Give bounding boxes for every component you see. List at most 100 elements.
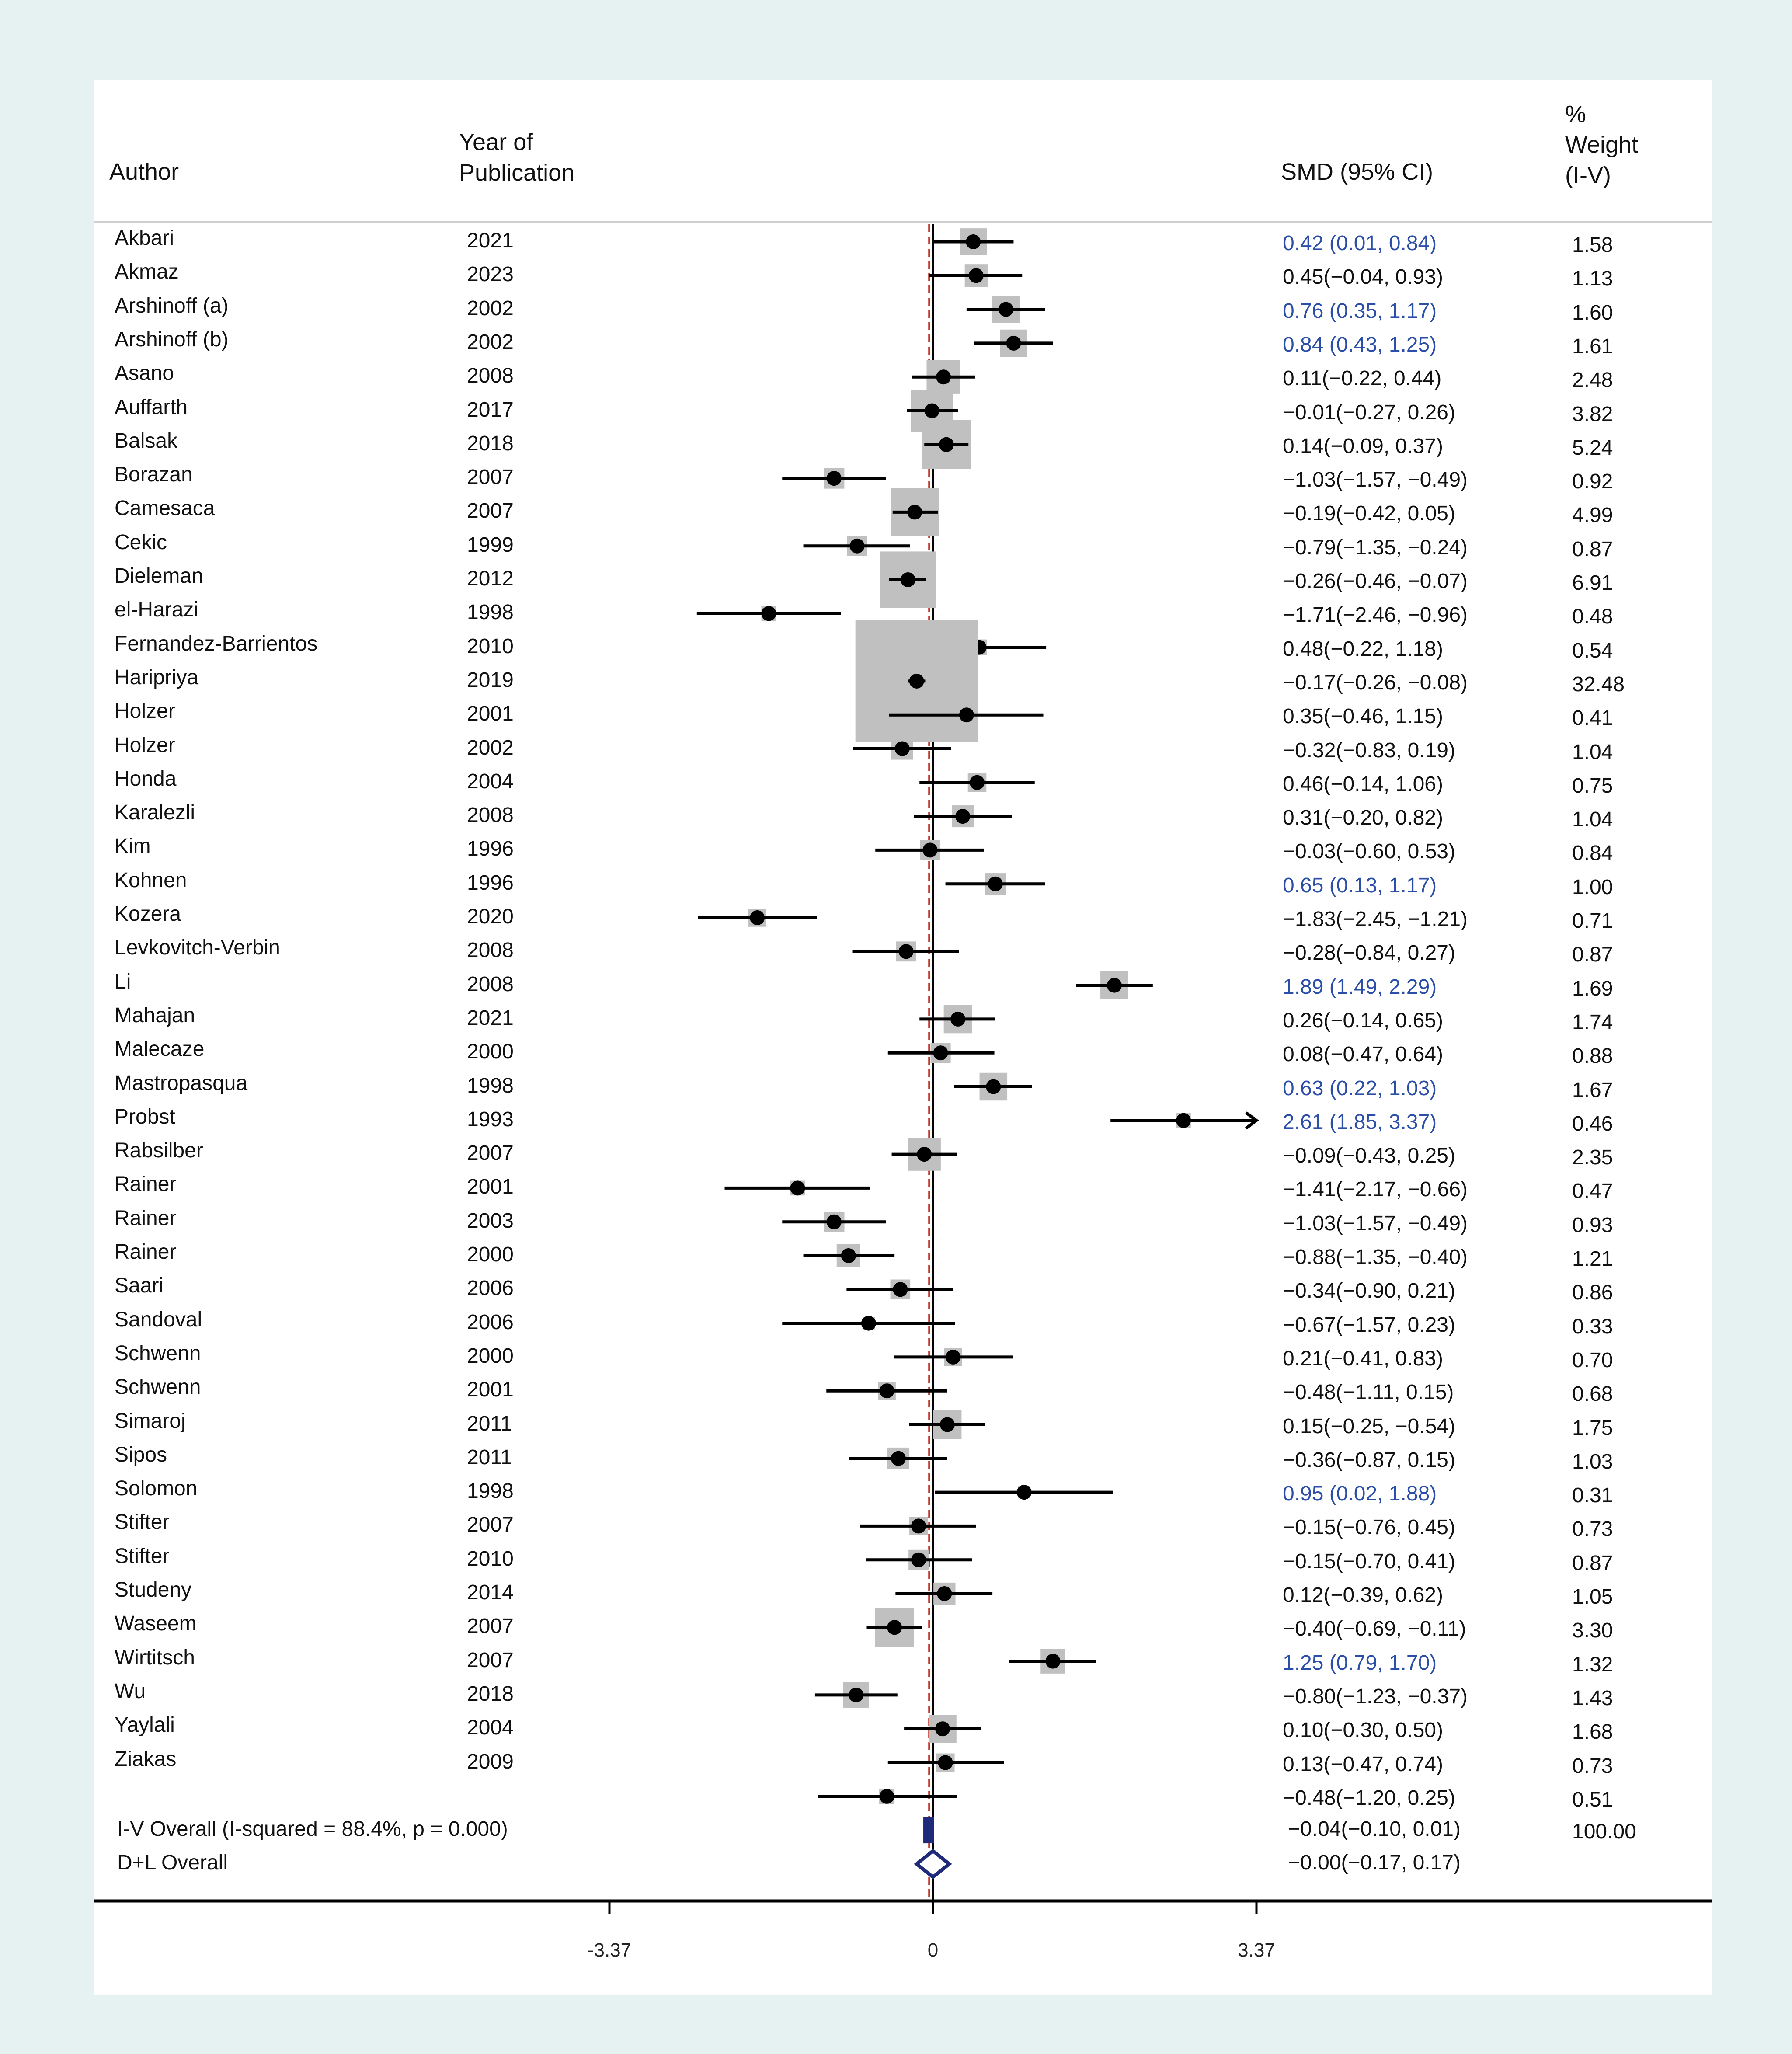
study-author: Kohnen: [115, 868, 187, 892]
point-estimate: [950, 1011, 966, 1027]
point-estimate: [988, 876, 1003, 891]
study-smd-ci: 0.21(−0.41, 0.83): [1283, 1347, 1443, 1370]
study-weight: 0.84: [1572, 842, 1613, 865]
study-year: 2008: [467, 972, 514, 996]
study-weight: 0.87: [1572, 1551, 1613, 1575]
study-author: Stifter: [115, 1544, 170, 1568]
study-author: Studeny: [115, 1578, 192, 1601]
study-smd-ci: −0.01(−0.27, 0.26): [1283, 400, 1455, 424]
study-year: 2009: [467, 1750, 514, 1773]
study-weight: 1.58: [1572, 233, 1613, 257]
x-tick-label: 0: [927, 1939, 939, 1961]
study-weight: 4.99: [1572, 504, 1613, 527]
study-author: Rainer: [115, 1173, 177, 1196]
study-weight: 32.48: [1572, 672, 1625, 696]
study-smd-ci: 1.25 (0.79, 1.70): [1283, 1651, 1437, 1675]
study-year: 2019: [467, 668, 514, 692]
study-year: 2011: [467, 1412, 512, 1435]
study-year: 2008: [467, 939, 514, 962]
study-author: Auffarth: [115, 395, 188, 419]
study-smd-ci: −0.48(−1.11, 0.15): [1283, 1381, 1454, 1404]
study-author: Borazan: [115, 463, 193, 487]
study-smd-ci: −0.36(−0.87, 0.15): [1283, 1448, 1455, 1472]
study-year: 2002: [467, 330, 514, 354]
point-estimate: [891, 1451, 906, 1466]
point-estimate: [966, 234, 981, 249]
study-weight: 1.69: [1572, 977, 1613, 1000]
study-year: 2011: [467, 1445, 512, 1469]
point-estimate: [826, 471, 842, 486]
point-estimate: [879, 1383, 894, 1399]
study-author: Camesaca: [115, 497, 215, 520]
study-smd-ci: 1.89 (1.49, 2.29): [1283, 975, 1437, 999]
study-smd-ci: −0.15(−0.76, 0.45): [1283, 1516, 1455, 1539]
study-smd-ci: −0.88(−1.35, −0.40): [1283, 1246, 1468, 1269]
study-smd-ci: −0.17(−0.26, −0.08): [1283, 671, 1468, 694]
study-author: Mahajan: [115, 1003, 195, 1027]
point-estimate: [924, 403, 939, 418]
study-author: Saari: [115, 1274, 164, 1298]
study-year: 1996: [467, 837, 514, 861]
study-year: 2002: [467, 736, 514, 759]
point-estimate: [936, 369, 951, 385]
study-smd-ci: 0.26(−0.14, 0.65): [1283, 1009, 1443, 1032]
study-weight: 1.00: [1572, 875, 1613, 899]
study-year: 2012: [467, 567, 514, 590]
study-weight: 3.82: [1572, 402, 1613, 426]
point-estimate: [986, 1079, 1001, 1094]
point-estimate: [849, 538, 865, 554]
study-year: 2006: [467, 1277, 514, 1300]
point-estimate: [946, 1349, 961, 1365]
study-smd-ci: 0.46(−0.14, 1.06): [1283, 772, 1443, 796]
study-weight: 1.13: [1572, 267, 1613, 291]
point-estimate: [826, 1214, 842, 1229]
point-estimate: [955, 809, 971, 824]
study-smd-ci: −0.48(−1.20, 0.25): [1283, 1786, 1455, 1810]
study-year: 1998: [467, 601, 514, 624]
study-weight: 1.75: [1572, 1416, 1613, 1440]
study-smd-ci: 0.65 (0.13, 1.17): [1283, 874, 1437, 897]
study-year: 2008: [467, 804, 514, 827]
point-estimate: [1045, 1654, 1061, 1669]
x-tick-label: -3.37: [587, 1939, 632, 1961]
study-weight: 1.67: [1572, 1078, 1613, 1102]
point-estimate: [761, 606, 776, 621]
study-weight: 0.70: [1572, 1348, 1613, 1372]
point-estimate: [790, 1180, 805, 1196]
study-year: 2010: [467, 1547, 514, 1570]
study-year: 2004: [467, 769, 514, 793]
study-author: Holzer: [115, 733, 175, 757]
study-weight: 1.21: [1572, 1247, 1613, 1271]
point-estimate: [911, 1518, 926, 1534]
study-weight: 0.88: [1572, 1044, 1613, 1068]
study-smd-ci: −1.03(−1.57, −0.49): [1283, 1212, 1468, 1235]
study-smd-ci: 0.14(−0.09, 0.37): [1283, 434, 1443, 458]
study-weight: 2.35: [1572, 1146, 1613, 1170]
study-smd-ci: 0.10(−0.30, 0.50): [1283, 1719, 1443, 1742]
point-estimate: [959, 707, 974, 723]
study-weight: 0.51: [1572, 1788, 1613, 1811]
point-estimate: [907, 505, 922, 520]
study-author: Li: [115, 970, 131, 993]
point-estimate: [998, 302, 1013, 317]
study-smd-ci: 0.42 (0.01, 0.84): [1283, 232, 1437, 255]
study-author: Dieleman: [115, 564, 203, 588]
x-tick-label: 3.37: [1238, 1939, 1275, 1961]
study-smd-ci: 0.48(−0.22, 1.18): [1283, 637, 1443, 661]
study-author: Honda: [115, 767, 177, 790]
study-weight: 1.03: [1572, 1450, 1613, 1473]
study-weight: 0.48: [1572, 605, 1613, 629]
study-year: 2001: [467, 702, 514, 726]
point-estimate: [938, 1755, 953, 1770]
study-author: Wu: [115, 1679, 146, 1703]
study-author: Cekic: [115, 530, 167, 554]
study-year: 2007: [467, 1648, 514, 1672]
study-year: 2007: [467, 1615, 514, 1638]
forest-plot-panel: Author Year of Publication SMD (95% CI) …: [94, 80, 1712, 1995]
point-estimate: [968, 268, 984, 283]
study-smd-ci: 2.61 (1.85, 3.37): [1283, 1110, 1437, 1134]
study-weight: 0.46: [1572, 1112, 1613, 1135]
study-year: 2007: [467, 499, 514, 523]
study-smd-ci: −0.19(−0.42, 0.05): [1283, 502, 1455, 526]
study-weight: 5.24: [1572, 436, 1613, 460]
